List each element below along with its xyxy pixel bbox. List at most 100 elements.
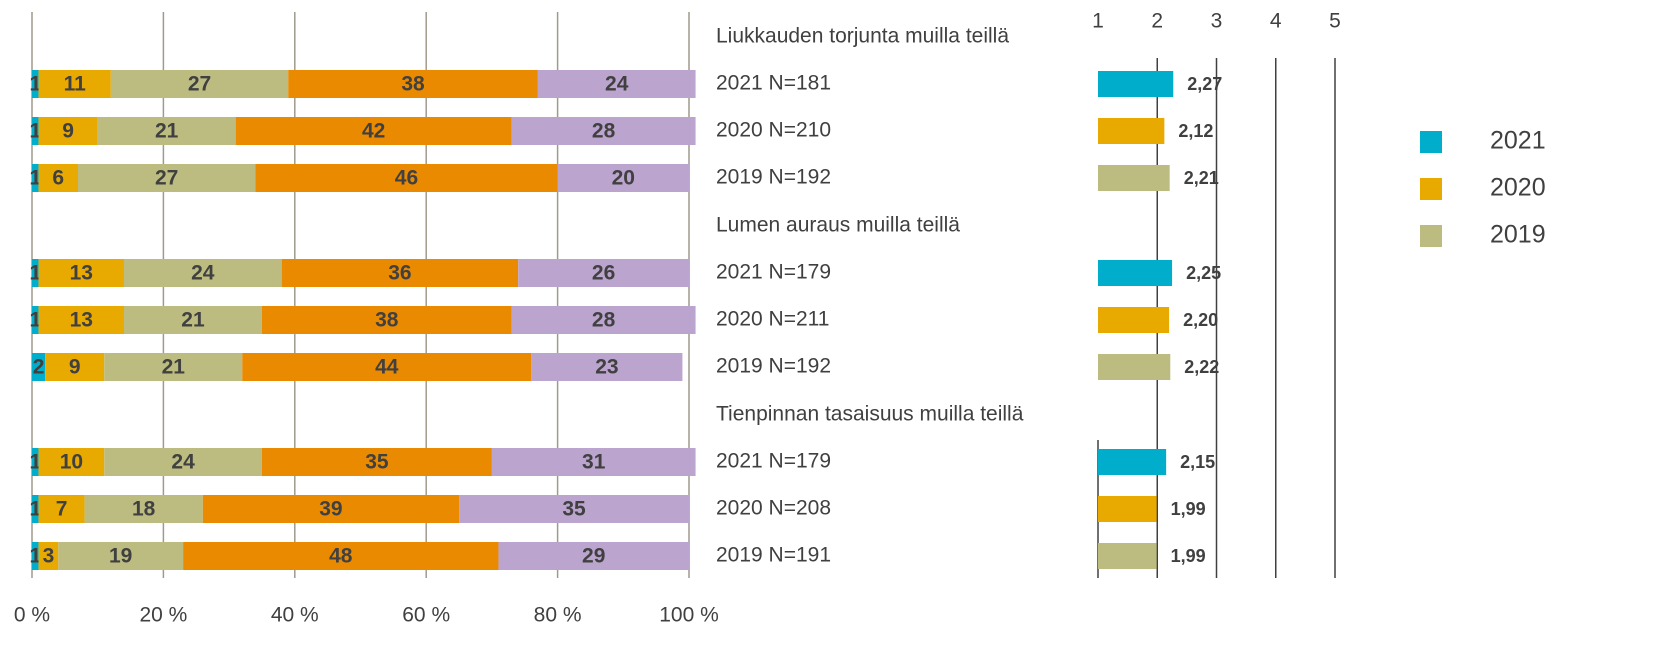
row-label: 2020 N=211 (716, 308, 829, 331)
data-label: 24 (171, 451, 195, 474)
data-label: 20 (612, 167, 635, 190)
bar-segment (32, 259, 39, 287)
x-tick-label: 1 (1092, 10, 1104, 33)
bar-segment (38, 306, 124, 334)
row-label: 2021 N=179 (716, 261, 831, 284)
bar-segment (288, 70, 538, 98)
bar (1098, 543, 1157, 569)
data-label: 2 (33, 356, 45, 379)
bar-segment (261, 306, 512, 334)
legend-label: 2019 (1490, 221, 1546, 249)
data-label: 18 (132, 498, 156, 521)
bar-segment (235, 117, 512, 145)
bar-segment (84, 495, 203, 523)
bar-segment (97, 117, 236, 145)
bar-segment (537, 70, 696, 98)
bar-segment (32, 448, 39, 476)
data-label: 19 (109, 545, 132, 568)
bar (1098, 449, 1167, 475)
data-label: 42 (362, 120, 385, 143)
data-label: 1,99 (1171, 499, 1206, 519)
x-tick-label: 5 (1329, 10, 1341, 33)
bar (1098, 165, 1170, 191)
data-label: 1 (29, 167, 41, 190)
bar-segment (183, 542, 499, 570)
data-label: 48 (329, 545, 353, 568)
x-tick-label: 3 (1211, 10, 1223, 33)
x-tick-label: 20 % (139, 604, 187, 627)
bar-segment (38, 70, 111, 98)
bar (1098, 118, 1165, 144)
bar (1098, 307, 1170, 333)
bar-segment (32, 306, 39, 334)
bar-segment (255, 164, 558, 192)
bar-segment (32, 542, 39, 570)
bar-segment (518, 259, 689, 287)
data-label: 13 (70, 262, 93, 285)
data-label: 1 (29, 262, 41, 285)
data-label: 38 (401, 73, 425, 96)
bar-segment (511, 306, 696, 334)
bar-segment (242, 353, 532, 381)
data-label: 44 (375, 356, 399, 379)
group-title: Tienpinnan tasaisuus muilla teillä (716, 403, 1024, 426)
data-label: 1 (29, 73, 41, 96)
data-label: 3 (43, 545, 55, 568)
data-label: 10 (60, 451, 83, 474)
bar-segment (77, 164, 256, 192)
data-label: 26 (592, 262, 615, 285)
data-label: 1 (29, 498, 41, 521)
data-label: 1,99 (1171, 546, 1206, 566)
data-label: 35 (365, 451, 389, 474)
bar-segment (38, 117, 98, 145)
bar-segment (104, 353, 243, 381)
row-label: 2021 N=179 (716, 450, 831, 473)
data-label: 1 (29, 451, 41, 474)
bar-segment (531, 353, 683, 381)
group-title: Liukkauden torjunta muilla teillä (716, 25, 1009, 48)
data-label: 29 (582, 545, 605, 568)
legend-swatch (1420, 178, 1442, 200)
x-tick-label: 4 (1270, 10, 1282, 33)
bar-segment (38, 259, 124, 287)
bar-segment (38, 495, 85, 523)
data-label: 6 (52, 167, 64, 190)
bar-segment (281, 259, 519, 287)
bar (1098, 354, 1171, 380)
bar-segment (38, 164, 78, 192)
x-tick-label: 0 % (14, 604, 50, 627)
data-label: 2,27 (1187, 74, 1222, 94)
data-label: 21 (162, 356, 186, 379)
data-label: 35 (562, 498, 586, 521)
data-label: 2,22 (1184, 357, 1219, 377)
bar-segment (104, 448, 262, 476)
legend-label: 2020 (1490, 174, 1546, 202)
data-label: 27 (188, 73, 211, 96)
data-label: 27 (155, 167, 178, 190)
bar-segment (202, 495, 460, 523)
data-label: 7 (56, 498, 68, 521)
data-label: 23 (595, 356, 618, 379)
bar-segment (38, 542, 59, 570)
group-title: Lumen auraus muilla teillä (716, 214, 960, 237)
bar-segment (511, 117, 696, 145)
bar-segment (38, 448, 105, 476)
data-label: 21 (155, 120, 179, 143)
data-label: 36 (388, 262, 411, 285)
bar-segment (498, 542, 689, 570)
row-label: 2020 N=208 (716, 497, 831, 520)
bar-segment (32, 117, 39, 145)
x-tick-label: 2 (1151, 10, 1163, 33)
data-label: 11 (64, 73, 87, 96)
data-label: 46 (395, 167, 418, 190)
x-tick-label: 60 % (402, 604, 450, 627)
bar-segment (459, 495, 689, 523)
bar (1098, 260, 1173, 286)
data-label: 2,15 (1180, 452, 1215, 472)
row-label: 2019 N=192 (716, 355, 831, 378)
data-label: 2,20 (1183, 310, 1218, 330)
bar (1098, 496, 1157, 522)
x-tick-label: 100 % (659, 604, 719, 627)
data-label: 9 (62, 120, 74, 143)
